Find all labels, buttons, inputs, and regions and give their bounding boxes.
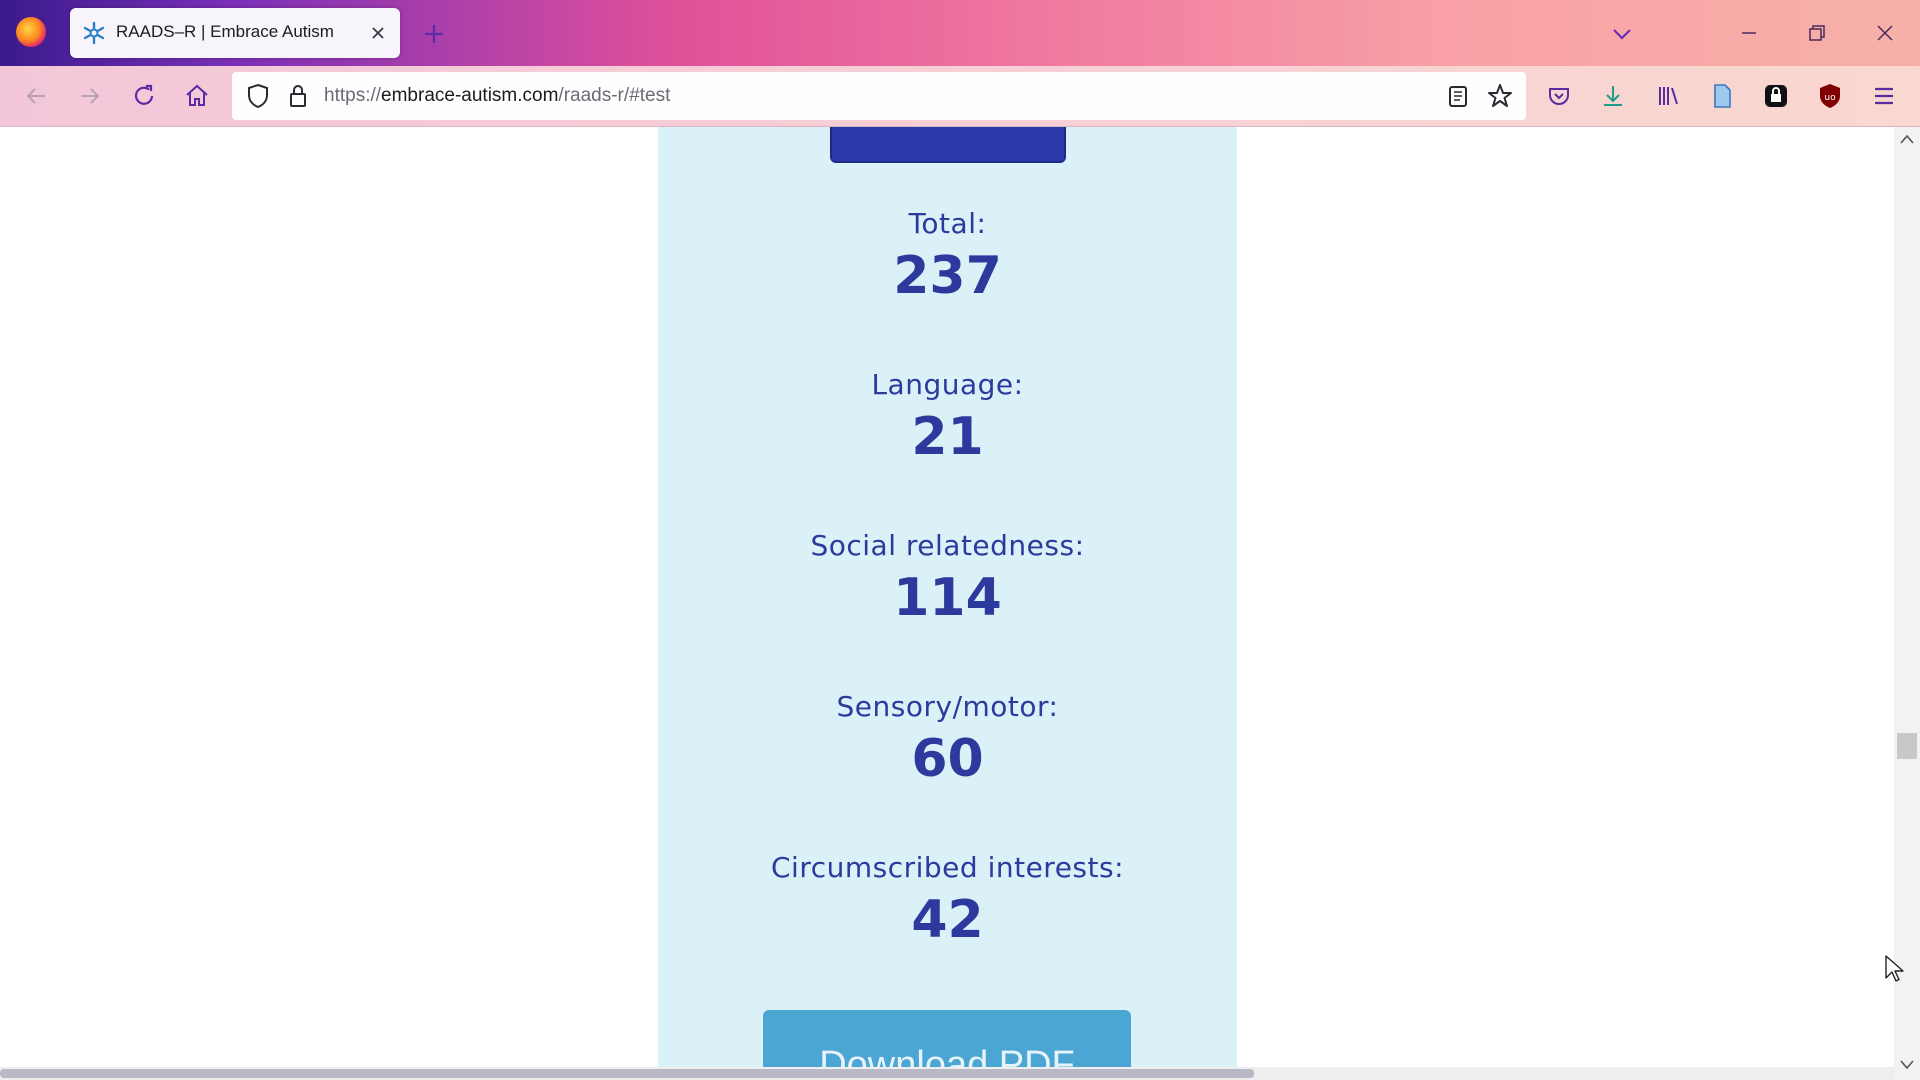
document-icon[interactable] bbox=[1706, 80, 1738, 112]
navigation-toolbar: https://embrace-autism.com/raads-r/#test… bbox=[0, 66, 1920, 127]
results-panel: Total: 237 Language: 21 Social relatedne… bbox=[658, 127, 1237, 1067]
chevron-down-icon[interactable] bbox=[1608, 20, 1636, 48]
result-label: Circumscribed interests: bbox=[770, 851, 1125, 884]
result-label: Language: bbox=[871, 368, 1024, 401]
address-bar[interactable]: https://embrace-autism.com/raads-r/#test bbox=[232, 72, 1526, 120]
reload-icon[interactable] bbox=[128, 80, 160, 112]
mouse-cursor-icon bbox=[1885, 955, 1904, 982]
result-total: Total: 237 bbox=[658, 207, 1237, 306]
plus-icon[interactable] bbox=[420, 20, 448, 48]
result-value: 60 bbox=[911, 729, 984, 789]
pocket-icon[interactable] bbox=[1543, 80, 1575, 112]
result-value: 114 bbox=[893, 568, 1002, 628]
vertical-scrollbar[interactable] bbox=[1894, 127, 1920, 1080]
ublock-origin-icon[interactable]: uo bbox=[1814, 80, 1846, 112]
url-host: embrace-autism.com bbox=[381, 85, 559, 106]
url-text: https://embrace-autism.com/raads-r/#test bbox=[324, 85, 670, 107]
result-label: Social relatedness: bbox=[810, 529, 1085, 562]
result-language: Language: 21 bbox=[658, 368, 1237, 467]
minimize-icon[interactable] bbox=[1734, 18, 1764, 48]
result-label: Total: bbox=[908, 207, 987, 240]
download-pdf-button[interactable]: Download PDF bbox=[763, 1010, 1131, 1067]
top-button[interactable] bbox=[830, 127, 1066, 163]
result-label: Sensory/motor: bbox=[836, 690, 1059, 723]
result-sensory-motor: Sensory/motor: 60 bbox=[658, 690, 1237, 789]
home-icon[interactable] bbox=[181, 80, 213, 112]
page-content: Total: 237 Language: 21 Social relatedne… bbox=[0, 127, 1894, 1067]
vertical-scroll-thumb[interactable] bbox=[1897, 733, 1917, 759]
menu-icon[interactable] bbox=[1868, 80, 1900, 112]
result-social-relatedness: Social relatedness: 114 bbox=[658, 529, 1237, 628]
close-icon[interactable] bbox=[366, 21, 390, 45]
reader-view-icon[interactable] bbox=[1442, 80, 1474, 112]
url-path: /raads-r/#test bbox=[558, 85, 671, 106]
close-icon[interactable] bbox=[1870, 18, 1900, 48]
star-icon[interactable] bbox=[1484, 80, 1516, 112]
tab-title: RAADS–R | Embrace Autism bbox=[116, 22, 334, 41]
password-manager-icon[interactable] bbox=[1760, 80, 1792, 112]
shield-icon[interactable] bbox=[242, 80, 274, 112]
url-prefix: https:// bbox=[324, 85, 382, 106]
lock-icon[interactable] bbox=[282, 80, 314, 112]
restore-icon[interactable] bbox=[1802, 18, 1832, 48]
svg-text:uo: uo bbox=[1824, 93, 1836, 103]
result-value: 21 bbox=[911, 407, 984, 467]
back-icon[interactable] bbox=[20, 80, 52, 112]
forward-icon[interactable] bbox=[74, 80, 106, 112]
result-value: 237 bbox=[893, 246, 1002, 306]
library-icon[interactable] bbox=[1652, 80, 1684, 112]
scroll-down-arrow-icon[interactable] bbox=[1899, 1059, 1915, 1071]
download-icon[interactable] bbox=[1597, 80, 1629, 112]
tab-strip: RAADS–R | Embrace Autism bbox=[0, 0, 1920, 66]
tab-raads-r[interactable]: RAADS–R | Embrace Autism bbox=[70, 8, 400, 58]
result-value: 42 bbox=[911, 890, 984, 950]
firefox-logo-icon[interactable] bbox=[16, 17, 46, 47]
result-circumscribed-interests: Circumscribed interests: 42 bbox=[658, 851, 1237, 950]
horizontal-scroll-thumb[interactable] bbox=[0, 1069, 1254, 1078]
scroll-up-arrow-icon[interactable] bbox=[1899, 133, 1915, 145]
horizontal-scrollbar[interactable] bbox=[0, 1067, 1894, 1080]
embrace-autism-favicon-icon bbox=[83, 21, 105, 45]
